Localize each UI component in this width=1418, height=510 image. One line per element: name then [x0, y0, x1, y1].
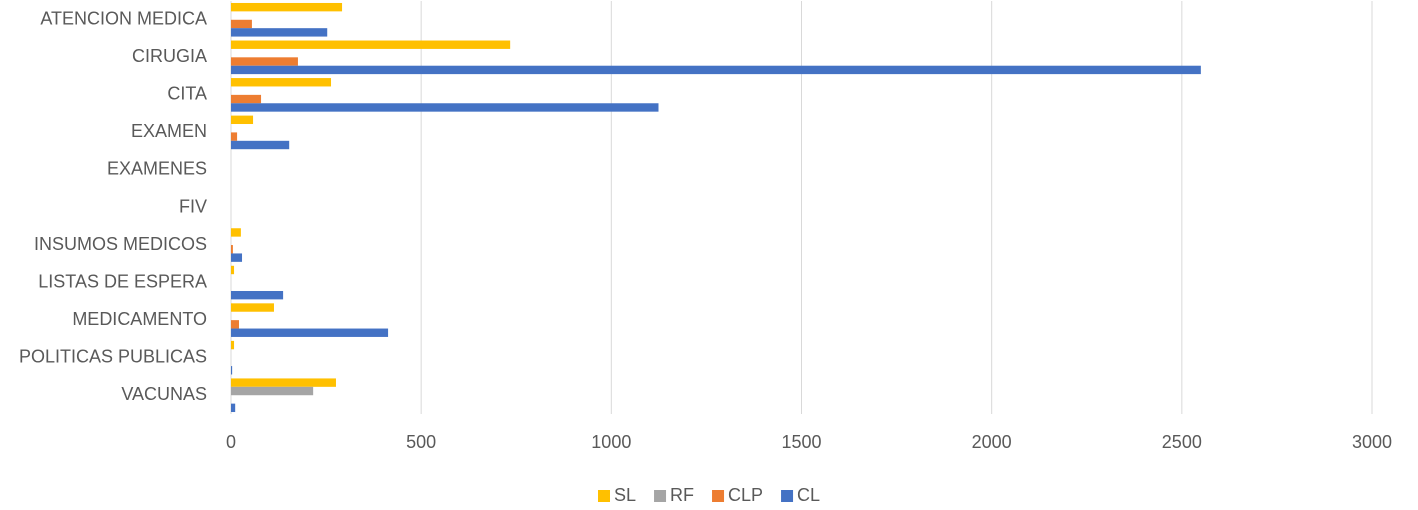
- y-tick-label: ATENCION MEDICA: [40, 9, 207, 29]
- y-tick-label: POLITICAS PUBLICAS: [19, 346, 207, 366]
- legend-label: SL: [614, 485, 636, 505]
- bar: [231, 103, 659, 112]
- legend-swatch: [598, 490, 610, 502]
- x-tick-label: 1500: [781, 432, 821, 452]
- y-tick-label: VACUNAS: [121, 384, 207, 404]
- bar: [231, 140, 290, 150]
- bar: [231, 290, 284, 300]
- y-tick-label: LISTAS DE ESPERA: [38, 271, 207, 291]
- x-tick-label: 500: [406, 432, 436, 452]
- bar: [231, 366, 233, 375]
- legend-swatch: [654, 490, 667, 502]
- bar: [231, 328, 389, 337]
- bar: [231, 228, 241, 237]
- bar: [231, 94, 262, 104]
- x-tick-label: 0: [226, 432, 236, 452]
- x-tick-label: 2500: [1162, 432, 1202, 452]
- x-tick-label: 3000: [1352, 432, 1392, 452]
- bar: [231, 115, 254, 125]
- bar: [231, 265, 235, 275]
- legend-swatch: [781, 490, 794, 502]
- legend-label: CLP: [728, 485, 763, 505]
- y-tick-label: CITA: [167, 84, 207, 104]
- legend-swatch: [712, 490, 725, 502]
- legend-label: CL: [797, 485, 820, 505]
- legend-label: RF: [670, 485, 694, 505]
- y-tick-label: FIV: [179, 196, 207, 216]
- bar: [231, 403, 236, 413]
- bar: [231, 253, 243, 262]
- bar: [231, 386, 314, 396]
- x-tick-label: 2000: [972, 432, 1012, 452]
- y-tick-label: EXAMEN: [131, 121, 207, 141]
- bar: [231, 340, 235, 350]
- y-tick-label: EXAMENES: [107, 159, 207, 179]
- y-tick-label: INSUMOS MEDICOS: [34, 234, 207, 254]
- bar: [231, 378, 336, 387]
- x-tick-label: 1000: [591, 432, 631, 452]
- bar: [231, 57, 298, 66]
- y-tick-label: CIRUGIA: [132, 46, 207, 66]
- bar: [231, 2, 343, 12]
- bar: [231, 132, 238, 141]
- y-tick-label: MEDICAMENTO: [72, 309, 207, 329]
- bar: [231, 40, 511, 49]
- bar: [231, 65, 1201, 75]
- bar: [231, 28, 328, 37]
- bar: [231, 78, 332, 87]
- bar: [231, 303, 274, 312]
- bar: [231, 320, 239, 329]
- bar: [231, 19, 252, 29]
- bar: [231, 245, 233, 254]
